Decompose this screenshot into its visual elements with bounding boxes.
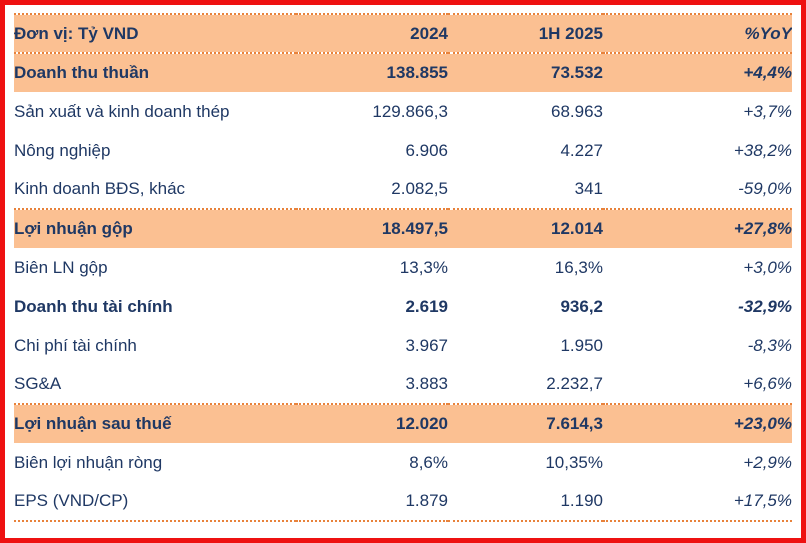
row-label: Sản xuất và kinh doanh thép <box>14 101 230 121</box>
table-row: Lợi nhuận sau thuế 12.020 7.614,3 +23,0% <box>14 403 792 443</box>
row-label: EPS (VND/CP) <box>14 491 129 510</box>
value-yoy: +17,5% <box>733 491 792 510</box>
value-2024: 8,6% <box>409 452 448 472</box>
value-1h2025: 10,35% <box>545 452 603 472</box>
table-row: Sản xuất và kinh doanh thép 129.866,3 68… <box>14 92 792 131</box>
value-2024: 18.497,5 <box>296 208 448 248</box>
table-header-row: Đơn vị: Tỷ VND 2024 1H 2025 %YoY <box>14 14 792 54</box>
value-2024: 2.619 <box>405 296 448 316</box>
table-row: Doanh thu thuần 138.855 73.532 +4,4% <box>14 53 792 92</box>
column-header-2024: 2024 <box>296 14 448 54</box>
value-1h2025: 1.950 <box>560 335 603 355</box>
value-1h2025: 7.614,3 <box>448 403 603 443</box>
value-yoy: +4,4% <box>603 53 792 92</box>
table-row: SG&A 3.883 2.232,7 +6,6% <box>14 365 792 404</box>
value-yoy: +27,8% <box>603 208 792 248</box>
value-yoy: -8,3% <box>747 335 792 355</box>
table-row: Biên LN gộp 13,3% 16,3% +3,0% <box>14 248 792 287</box>
table-row: Kinh doanh BĐS, khác 2.082,5 341 -59,0% <box>14 170 792 209</box>
value-2024: 2.082,5 <box>391 179 448 198</box>
value-1h2025: 936,2 <box>560 296 603 316</box>
value-1h2025: 73.532 <box>448 53 603 92</box>
value-2024: 13,3% <box>399 257 448 277</box>
table-row: Nông nghiệp 6.906 4.227 +38,2% <box>14 131 792 170</box>
table-row: Biên lợi nhuận ròng 8,6% 10,35% +2,9% <box>14 443 792 482</box>
row-label: Kinh doanh BĐS, khác <box>14 179 186 198</box>
table-row: Doanh thu tài chính 2.619 936,2 -32,9% <box>14 287 792 326</box>
value-1h2025: 1.190 <box>560 491 603 510</box>
value-1h2025: 341 <box>574 179 603 198</box>
value-2024: 129.866,3 <box>372 101 448 121</box>
value-1h2025: 16,3% <box>554 257 603 277</box>
value-2024: 1.879 <box>405 491 448 510</box>
row-label: Lợi nhuận sau thuế <box>14 403 296 443</box>
row-label: Biên lợi nhuận ròng <box>14 452 163 472</box>
row-label: Nông nghiệp <box>14 140 111 160</box>
unit-header: Đơn vị: Tỷ VND <box>14 14 296 54</box>
column-header-1h2025: 1H 2025 <box>448 14 603 54</box>
value-1h2025: 12.014 <box>448 208 603 248</box>
value-2024: 3.883 <box>405 374 448 393</box>
value-yoy: +6,6% <box>743 374 792 393</box>
row-label: Biên LN gộp <box>14 257 108 277</box>
value-1h2025: 2.232,7 <box>546 374 603 393</box>
value-yoy: +38,2% <box>733 140 792 160</box>
column-header-yoy: %YoY <box>603 14 792 54</box>
row-label: SG&A <box>14 374 62 393</box>
value-1h2025: 4.227 <box>560 140 603 160</box>
table-row: EPS (VND/CP) 1.879 1.190 +17,5% <box>14 482 792 521</box>
row-label: Lợi nhuận gộp <box>14 208 296 248</box>
financial-results-table: Đơn vị: Tỷ VND 2024 1H 2025 %YoY Doanh t… <box>14 13 792 522</box>
table-row: Chi phí tài chính 3.967 1.950 -8,3% <box>14 326 792 365</box>
value-yoy: -32,9% <box>738 296 792 316</box>
row-label: Doanh thu thuần <box>14 53 296 92</box>
row-label: Chi phí tài chính <box>14 335 137 355</box>
value-yoy: -59,0% <box>738 179 792 198</box>
value-yoy: +2,9% <box>743 452 792 472</box>
value-yoy: +23,0% <box>603 403 792 443</box>
table-row: Lợi nhuận gộp 18.497,5 12.014 +27,8% <box>14 208 792 248</box>
value-1h2025: 68.963 <box>551 101 603 121</box>
row-label: Doanh thu tài chính <box>14 296 173 316</box>
value-2024: 3.967 <box>405 335 448 355</box>
value-2024: 6.906 <box>405 140 448 160</box>
value-2024: 138.855 <box>296 53 448 92</box>
value-yoy: +3,7% <box>743 101 792 121</box>
value-2024: 12.020 <box>296 403 448 443</box>
value-yoy: +3,0% <box>743 257 792 277</box>
